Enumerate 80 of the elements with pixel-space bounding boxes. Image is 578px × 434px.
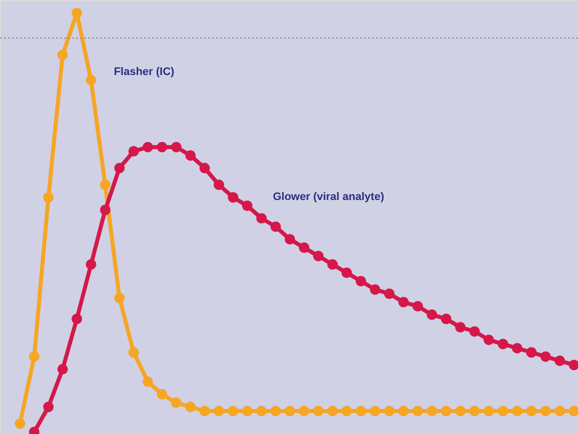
point [86,74,96,86]
point [228,192,238,203]
point [156,142,168,152]
point [526,406,537,416]
point [100,180,110,190]
point [568,360,578,370]
point [426,406,438,416]
point [72,314,82,324]
point [412,301,423,312]
point [554,356,566,366]
point [270,221,281,232]
point [199,406,210,416]
point [284,406,296,416]
point [526,347,537,358]
point [341,268,352,278]
point [242,406,253,416]
point [72,8,82,18]
point [484,406,494,416]
point [512,406,522,416]
point [86,259,96,270]
point [554,406,566,416]
point [100,204,110,216]
point [142,142,154,152]
point [298,242,310,253]
point [313,250,324,262]
point [384,406,395,416]
point [114,292,125,304]
point [512,342,522,354]
point [185,402,196,412]
point [214,406,224,416]
series-label: Glower (viral analyte) [272,191,384,204]
point [469,406,480,416]
point [540,406,551,416]
point [568,406,578,416]
point [43,192,54,203]
point [242,200,253,211]
point [412,406,423,416]
point [171,142,182,152]
point [128,146,139,157]
series-label: Flasher (IC) [114,66,175,78]
point [199,162,210,174]
point [370,406,380,416]
point [455,406,466,416]
point [256,213,267,224]
point [327,406,338,416]
point [469,326,480,337]
point [356,406,366,416]
point [540,351,551,362]
point [57,364,68,374]
point [185,150,196,161]
point [384,288,395,299]
point [284,234,296,244]
point [298,406,310,416]
point [114,162,125,174]
point [156,389,168,400]
point [228,406,238,416]
point [370,284,380,295]
point [128,347,139,358]
point [28,351,40,362]
point [498,338,508,350]
point [498,406,508,416]
point [426,309,438,320]
point [14,418,26,429]
point [214,180,224,190]
point [270,406,281,416]
point [341,406,352,416]
point [398,296,409,308]
point [484,334,494,346]
point [398,406,409,416]
point [171,397,182,408]
point [313,406,324,416]
point [57,50,68,60]
point [327,259,338,270]
point [256,406,267,416]
point [440,314,452,324]
point [142,376,154,387]
point [440,406,452,416]
point [356,276,366,286]
point [455,322,466,332]
point [43,402,54,412]
